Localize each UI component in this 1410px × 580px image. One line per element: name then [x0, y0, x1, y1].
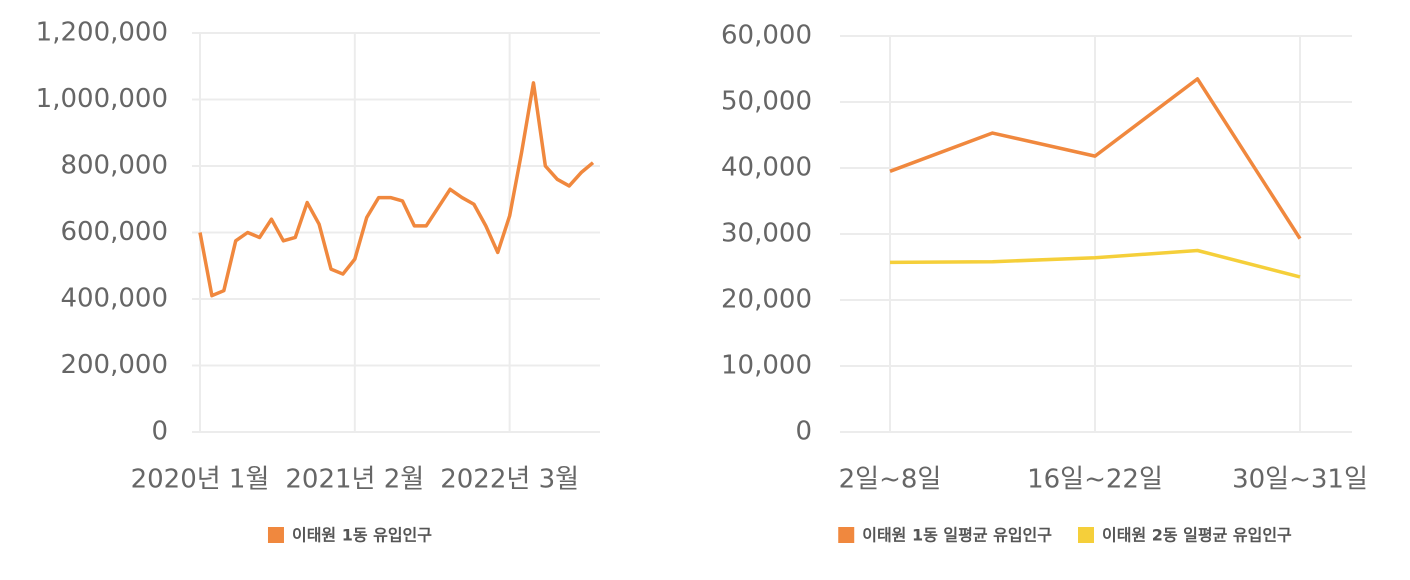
line	[889, 248, 1301, 279]
x-tick-label: 2021년 2월	[285, 465, 424, 495]
legend-label: 이태원 1동 일평균 유입인구	[862, 526, 1052, 545]
legend-label: 이태원 2동 일평균 유입인구	[1102, 526, 1292, 545]
y-tick-label: 60,000	[721, 21, 812, 51]
y-tick-label: 200,000	[60, 350, 168, 380]
y-tick-label: 10,000	[721, 351, 812, 381]
y-tick-label: 20,000	[721, 285, 812, 315]
x-tick-label: 30일~31일	[1232, 465, 1368, 495]
y-tick-label: 600,000	[60, 217, 168, 247]
x-tick-label: 2일~8일	[839, 465, 942, 495]
legend-swatch	[267, 527, 284, 543]
x-tick-label: 16일~22일	[1027, 465, 1163, 495]
x-tick-label: 2022년 3월	[440, 465, 579, 495]
y-tick-label: 1,200,000	[36, 18, 168, 48]
y-tick-label: 0	[795, 417, 812, 447]
y-tick-label: 400,000	[60, 284, 168, 314]
x-tick-label: 2020년 1월	[131, 465, 270, 495]
legend-label: 이태원 1동 유입인구	[292, 526, 432, 545]
y-tick-label: 800,000	[60, 151, 168, 181]
y-tick-label: 40,000	[721, 153, 812, 183]
line	[889, 77, 1302, 240]
line	[198, 81, 595, 298]
y-tick-label: 1,000,000	[36, 84, 168, 114]
legend-swatch	[1078, 527, 1094, 543]
legend-swatch	[838, 527, 855, 543]
y-tick-label: 0	[151, 417, 168, 447]
y-tick-label: 50,000	[721, 87, 812, 117]
y-tick-label: 30,000	[721, 219, 812, 249]
